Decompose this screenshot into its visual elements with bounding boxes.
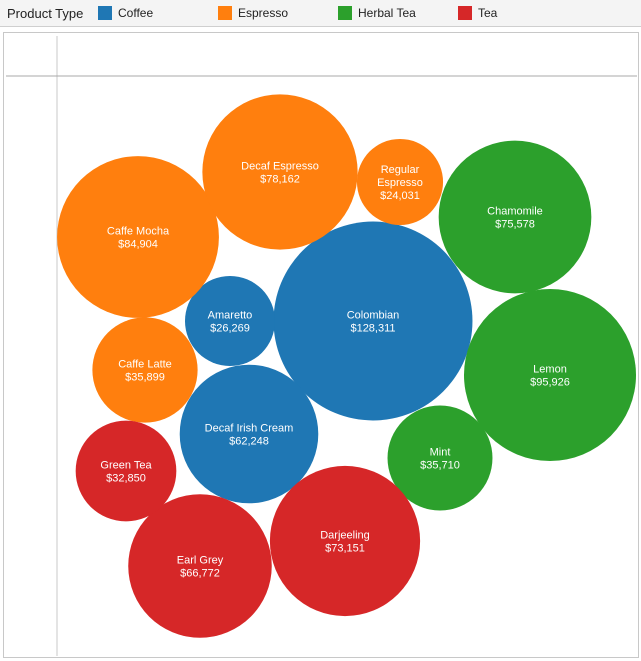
bubble-label: Decaf Irish Cream $62,248 [205,423,294,448]
legend-bar: Product Type Coffee Espresso Herbal Tea … [0,0,641,27]
bubble-name-line: Espresso [377,177,423,189]
bubble-label: Regular Espresso $24,031 [377,164,423,202]
bubble-label: Lemon $95,926 [530,364,570,389]
bubble-circle[interactable] [92,317,198,423]
bubble-circle[interactable] [356,138,444,226]
bubble-circle[interactable] [202,94,358,250]
bubble-value: $128,311 [350,323,395,335]
bubble-circle[interactable] [57,156,219,318]
bubble-name-line: Lemon [533,364,567,376]
bubble-decaf-espresso[interactable]: Decaf Espresso $78,162 [202,94,358,250]
bubble-value: $35,899 [125,372,165,384]
bubble-name-line: Green Tea [100,460,152,472]
bubble-amaretto[interactable]: Amaretto $26,269 [184,275,276,367]
bubble-name-line: Caffe Mocha [107,226,170,238]
bubble-decaf-irish-cream[interactable]: Decaf Irish Cream $62,248 [179,364,319,504]
bubble-circle[interactable] [179,364,319,504]
bubble-label: Darjeeling $73,151 [320,530,370,555]
bubble-label: Decaf Espresso $78,162 [241,161,319,186]
bubble-colombian[interactable]: Colombian $128,311 [273,221,473,421]
bubble-name-line: Chamomile [487,206,543,218]
bubble-lemon[interactable]: Lemon $95,926 [463,288,637,462]
bubble-label: Earl Grey $66,772 [177,555,224,580]
bubble-name-line: Regular [381,164,420,176]
bubble-darjeeling[interactable]: Darjeeling $73,151 [269,465,421,617]
legend-swatch-herbal-tea [338,6,352,20]
bubble-circle[interactable] [438,140,592,294]
bubble-label: Green Tea $32,850 [100,460,152,485]
bubble-value: $66,772 [180,568,220,580]
legend-swatch-tea [458,6,472,20]
legend-title: Product Type [7,6,84,21]
bubble-name-line: Decaf Irish Cream [205,423,294,435]
bubble-label: Colombian $128,311 [347,310,400,335]
bubble-name-line: Earl Grey [177,555,224,567]
bubble-label: Caffe Latte $35,899 [118,359,172,384]
bubble-name-line: Caffe Latte [118,359,172,371]
bubble-value: $84,904 [118,239,158,251]
bubble-regular-espresso[interactable]: Regular Espresso $24,031 [356,138,444,226]
bubble-earl-grey[interactable]: Earl Grey $66,772 [128,494,272,638]
bubble-circle[interactable] [463,288,637,462]
legend-label-tea: Tea [478,6,498,20]
bubble-label: Amaretto $26,269 [208,310,253,335]
bubble-value: $62,248 [229,436,269,448]
bubble-value: $26,269 [210,323,250,335]
bubble-circle[interactable] [387,405,493,511]
bubble-mint[interactable]: Mint $35,710 [387,405,493,511]
bubble-caffe-mocha[interactable]: Caffe Mocha $84,904 [57,156,219,318]
bubble-value: $24,031 [380,190,420,202]
bubble-value: $75,578 [495,219,535,231]
bubble-name-line: Darjeeling [320,530,370,542]
legend-label-herbal-tea: Herbal Tea [358,6,416,20]
bubble-value: $35,710 [420,460,460,472]
bubble-circle[interactable] [75,420,177,522]
bubble-circle[interactable] [128,494,272,638]
bubble-label: Chamomile $75,578 [487,206,543,231]
bubble-value: $32,850 [106,473,146,485]
bubble-green-tea[interactable]: Green Tea $32,850 [75,420,177,522]
legend-label-espresso: Espresso [238,6,289,20]
bubble-value: $95,926 [530,377,570,389]
bubble-name-line: Mint [430,447,451,459]
legend-label-coffee: Coffee [118,6,154,20]
bubble-chamomile[interactable]: Chamomile $75,578 [438,140,592,294]
legend-swatch-espresso [218,6,232,20]
bubble-value: $78,162 [260,174,300,186]
bubble-caffe-latte[interactable]: Caffe Latte $35,899 [92,317,198,423]
legend-swatch-coffee [98,6,112,20]
bubble-name-line: Colombian [347,310,400,322]
bubble-circle[interactable] [273,221,473,421]
bubble-name-line: Decaf Espresso [241,161,319,173]
bubble-name-line: Amaretto [208,310,253,322]
bubble-label: Caffe Mocha $84,904 [107,226,170,251]
bubble-value: $73,151 [325,543,365,555]
bubble-circle[interactable] [184,275,276,367]
bubble-label: Mint $35,710 [420,447,460,472]
bubble-circle[interactable] [269,465,421,617]
